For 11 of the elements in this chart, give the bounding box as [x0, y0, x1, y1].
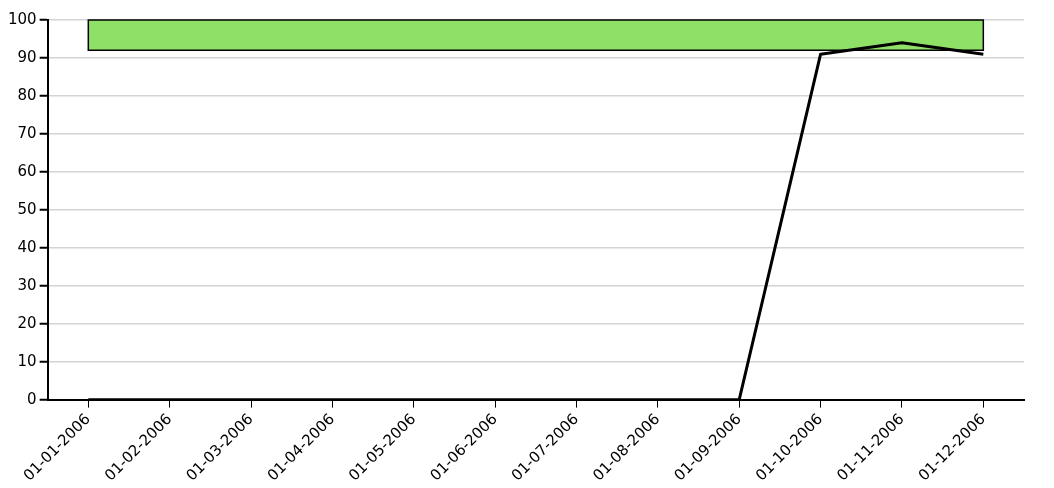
y-tick-label: 0: [27, 389, 37, 408]
y-tick-label: 30: [17, 275, 37, 294]
y-tick-label: 10: [17, 351, 37, 370]
y-tick-label: 80: [17, 85, 37, 104]
y-tick-label: 40: [17, 237, 37, 256]
y-tick-label: 20: [17, 313, 37, 332]
y-tick-label: 90: [17, 47, 37, 66]
y-tick-label: 50: [17, 199, 37, 218]
y-tick-label: 70: [17, 123, 37, 142]
y-tick-label: 60: [17, 161, 37, 180]
y-tick-label: 100: [7, 9, 37, 28]
